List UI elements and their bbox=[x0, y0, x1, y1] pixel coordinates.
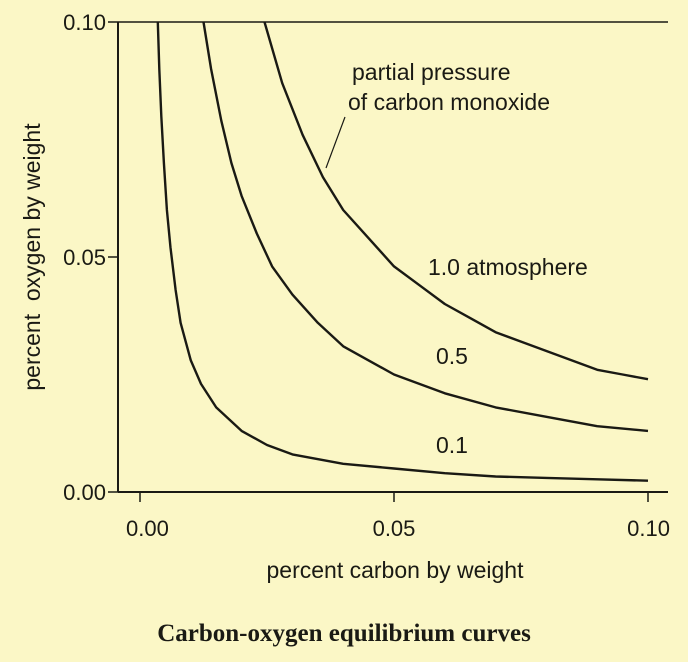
x-axis-label: percent carbon by weight bbox=[267, 557, 525, 583]
annotation: partial pressure of carbon monoxide bbox=[325, 59, 550, 169]
series-line-1 bbox=[263, 21, 649, 381]
annotation-line-2: of carbon monoxide bbox=[348, 89, 550, 115]
x-tick-label: 0.10 bbox=[627, 516, 670, 541]
series-label-3: 0.1 bbox=[436, 432, 468, 458]
series-line-2 bbox=[202, 21, 649, 433]
annotation-leader bbox=[325, 116, 346, 169]
y-tick-label: 0.00 bbox=[63, 480, 106, 505]
chart: 0.00 0.05 0.10 0.00 0.05 0.10 partial pressur… bbox=[19, 10, 670, 583]
y-tick-label: 0.10 bbox=[63, 10, 106, 35]
curves bbox=[156, 21, 649, 482]
y-axis-label: percent oxygen by weight bbox=[19, 123, 45, 391]
y-tick-label: 0.05 bbox=[63, 245, 106, 270]
x-tick-label: 0.00 bbox=[126, 516, 169, 541]
series-label-1: 1.0 atmosphere bbox=[428, 254, 588, 280]
annotation-line-1: partial pressure bbox=[352, 59, 511, 85]
series-label-2: 0.5 bbox=[436, 343, 468, 369]
series-line-3 bbox=[156, 21, 649, 482]
curve-labels: 1.0 atmosphere 0.5 0.1 bbox=[428, 254, 588, 458]
x-tick-label: 0.05 bbox=[373, 516, 416, 541]
figure-caption: Carbon-oxygen equilibrium curves bbox=[157, 620, 531, 647]
ticks: 0.00 0.05 0.10 0.00 0.05 0.10 bbox=[63, 10, 670, 541]
